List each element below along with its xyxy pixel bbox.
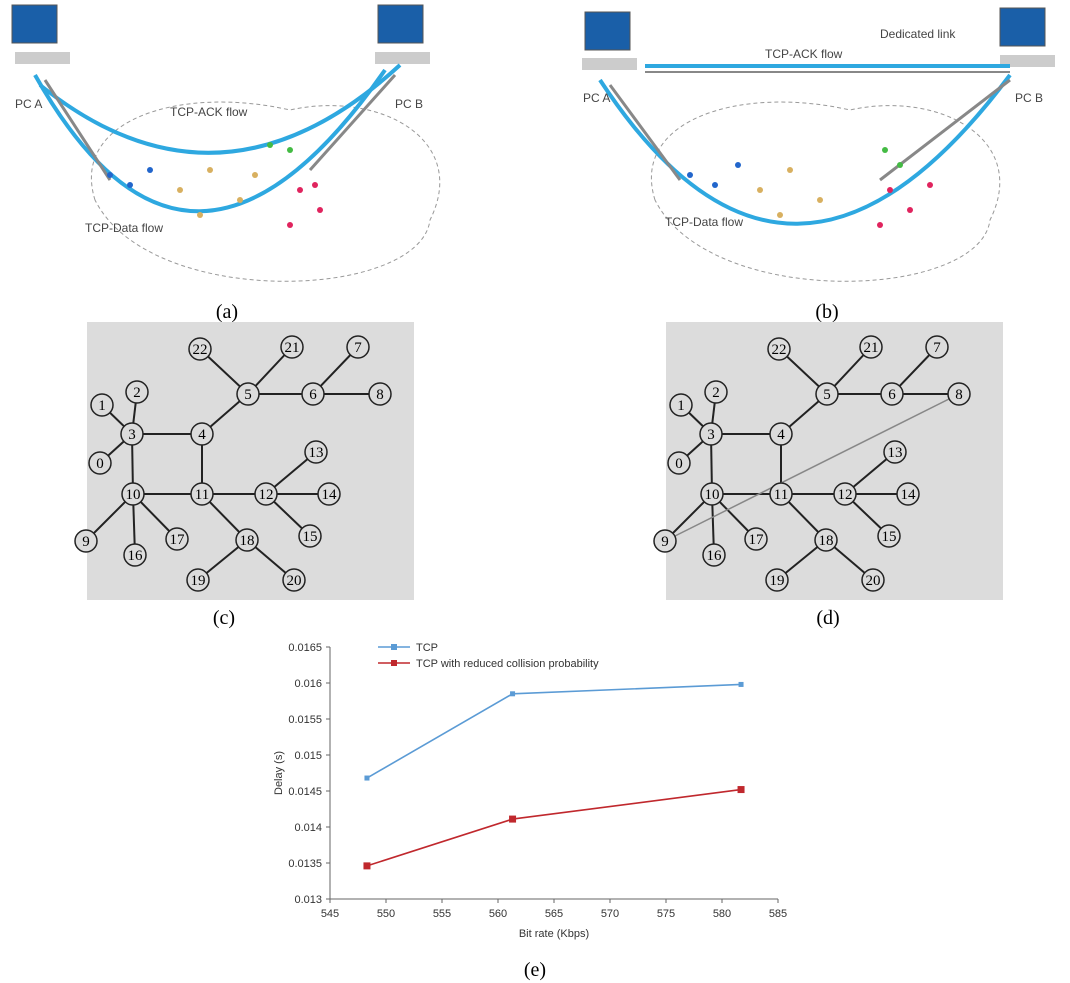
x-tick-label: 560 <box>489 908 507 920</box>
node-label: 21 <box>285 340 300 356</box>
node-label: 15 <box>882 529 897 545</box>
y-tick-label: 0.0155 <box>288 714 322 726</box>
node-label: 21 <box>864 340 879 356</box>
panel-a: PC A PC B TCP-ACK flow TCP-Data flow (a) <box>12 5 440 323</box>
flow-label: TCP-ACK flow <box>170 105 248 119</box>
node-label: 14 <box>322 487 338 503</box>
pc-label: PC B <box>1015 91 1043 105</box>
node-label: 0 <box>675 456 683 472</box>
node-label: 10 <box>705 487 720 503</box>
node-label: 16 <box>128 548 144 564</box>
node-label: 18 <box>819 533 834 549</box>
node-label: 15 <box>303 529 318 545</box>
y-tick-label: 0.014 <box>294 822 322 834</box>
node-label: 13 <box>309 445 324 461</box>
flow-label: TCP-Data flow <box>85 221 163 235</box>
x-tick-label: 585 <box>769 908 787 920</box>
point <box>739 682 744 687</box>
point <box>509 816 516 823</box>
point <box>363 862 370 869</box>
node-label: 6 <box>309 387 317 403</box>
node-label: 9 <box>82 534 90 550</box>
node-label: 1 <box>98 398 106 414</box>
legend-marker <box>391 644 397 650</box>
x-tick-label: 545 <box>321 908 339 920</box>
caption: (e) <box>524 959 546 981</box>
node-label: 10 <box>126 487 141 503</box>
node-label: 5 <box>823 387 831 403</box>
node-label: 5 <box>244 387 252 403</box>
node-label: 20 <box>866 573 881 589</box>
pc-label: PC A <box>583 91 610 105</box>
caption: (a) <box>216 301 238 323</box>
legend-label: TCP with reduced collision probability <box>416 658 599 670</box>
figure: PC A PC B TCP-ACK flow TCP-Data flow (a)… <box>0 0 1070 983</box>
flow-label: TCP-ACK flow <box>765 47 843 61</box>
node-label: 22 <box>772 342 787 358</box>
link-label: Dedicated link <box>880 27 956 41</box>
x-axis-label: Bit rate (Kbps) <box>519 928 589 940</box>
point <box>738 786 745 793</box>
node-label: 9 <box>661 534 669 550</box>
node-label: 3 <box>707 427 715 443</box>
node-label: 14 <box>901 487 917 503</box>
y-tick-label: 0.013 <box>294 894 322 906</box>
flow-label: TCP-Data flow <box>665 215 743 229</box>
x-tick-label: 575 <box>657 908 675 920</box>
x-tick-label: 570 <box>601 908 619 920</box>
node-label: 13 <box>888 445 903 461</box>
caption: (c) <box>213 607 235 629</box>
y-axis-label: Delay (s) <box>273 751 285 795</box>
x-tick-label: 565 <box>545 908 563 920</box>
node-label: 6 <box>888 387 896 403</box>
y-tick-label: 0.016 <box>294 678 322 690</box>
y-tick-label: 0.015 <box>294 750 322 762</box>
x-tick-label: 555 <box>433 908 451 920</box>
node-label: 11 <box>774 487 788 503</box>
caption: (d) <box>816 607 839 629</box>
node-label: 12 <box>838 487 853 503</box>
y-tick-label: 0.0165 <box>288 642 322 654</box>
series-line <box>367 684 741 778</box>
series-line <box>367 790 741 866</box>
node-label: 3 <box>128 427 136 443</box>
node-label: 19 <box>191 573 206 589</box>
y-tick-label: 0.0135 <box>288 858 322 870</box>
node-label: 12 <box>259 487 274 503</box>
node-label: 1 <box>677 398 685 414</box>
node-label: 8 <box>376 387 384 403</box>
node-label: 4 <box>777 427 785 443</box>
node-label: 2 <box>712 385 720 401</box>
point <box>510 691 515 696</box>
caption: (b) <box>815 301 838 323</box>
node-label: 8 <box>955 387 963 403</box>
node-label: 2 <box>133 385 141 401</box>
pc-label: PC B <box>395 97 423 111</box>
node-label: 7 <box>933 340 941 356</box>
pc-label: PC A <box>15 97 42 111</box>
node-label: 4 <box>198 427 206 443</box>
node-label: 18 <box>240 533 255 549</box>
legend-marker <box>391 660 397 666</box>
node-label: 16 <box>707 548 723 564</box>
node-label: 19 <box>770 573 785 589</box>
x-tick-label: 550 <box>377 908 395 920</box>
node-label: 22 <box>193 342 208 358</box>
node-label: 17 <box>749 532 765 548</box>
panel-b: PC A PC B TCP-ACK flow Dedicated link TC… <box>582 8 1055 323</box>
node-label: 20 <box>287 573 302 589</box>
node-label: 0 <box>96 456 104 472</box>
node-label: 11 <box>195 487 209 503</box>
node-label: 7 <box>354 340 362 356</box>
x-tick-label: 580 <box>713 908 731 920</box>
y-tick-label: 0.0145 <box>288 786 322 798</box>
legend-label: TCP <box>416 642 438 654</box>
node-label: 17 <box>170 532 186 548</box>
point <box>364 776 369 781</box>
